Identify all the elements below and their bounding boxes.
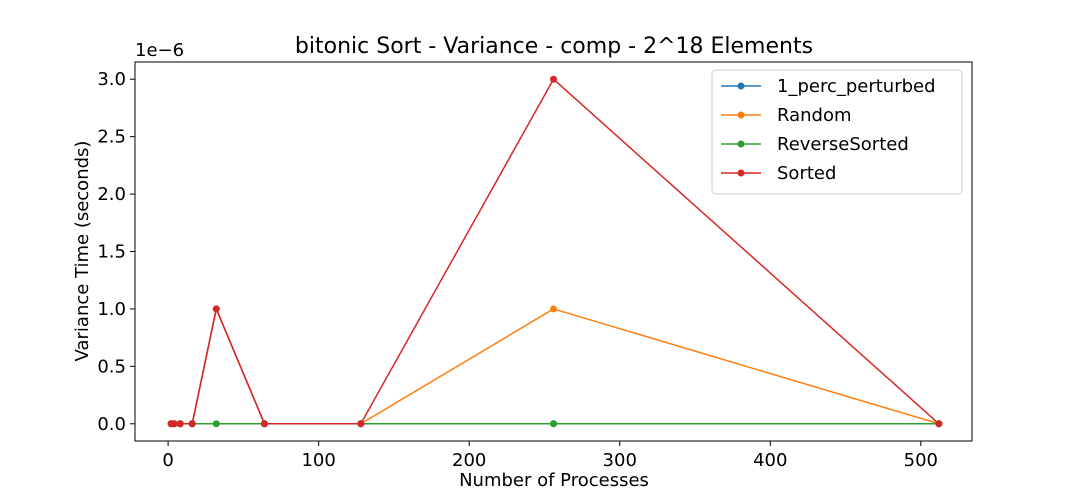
data-point-3-3: [188, 420, 196, 428]
x-tick-label: 0: [162, 450, 173, 471]
data-point-2-4: [212, 420, 220, 428]
x-tick-label: 500: [904, 450, 938, 471]
legend: 1_perc_perturbed Random ReverseSorted Sorte…: [711, 69, 963, 195]
data-point-2-7: [550, 420, 557, 428]
y-axis-offset-label: 1e−6: [135, 40, 184, 61]
x-axis-title: Number of Processes: [459, 470, 649, 491]
legend-marker: [737, 169, 745, 177]
y-axis-title: Variance Time (seconds): [72, 141, 93, 362]
legend-marker: [737, 111, 745, 119]
data-point-3-6: [357, 420, 365, 428]
legend-label: 1_perc_perturbed: [777, 76, 936, 97]
data-point-1-7: [550, 305, 557, 313]
y-tick-label: 2.0: [97, 184, 126, 205]
legend-marker: [737, 140, 745, 148]
y-tick-label: 0.5: [97, 356, 126, 377]
data-point-3-1: [170, 420, 178, 428]
x-tick-label: 200: [452, 450, 486, 471]
plot-area: 0 100 200 300 400 500 0.0 0.5 1.0 1.5 2.0 2.5 3.0: [97, 61, 973, 471]
data-point-3-4: [212, 305, 220, 313]
y-tick-label: 1.0: [97, 299, 126, 320]
legend-marker: [737, 82, 745, 90]
chart-title: bitonic Sort - Variance - comp - 2^18 El…: [295, 34, 813, 59]
y-tick-label: 2.5: [97, 127, 126, 148]
legend-label: Random: [777, 105, 852, 126]
y-tick-label: 1.5: [97, 242, 126, 263]
y-tick-label: 0.0: [97, 414, 126, 435]
x-tick-label: 300: [603, 450, 637, 471]
data-point-3-5: [260, 420, 268, 428]
legend-label: ReverseSorted: [777, 134, 909, 155]
y-tick-label: 3.0: [97, 69, 126, 90]
data-point-3-2: [176, 420, 184, 428]
data-point-3-7: [550, 75, 557, 83]
data-point-3-8: [935, 420, 943, 428]
legend-label: Sorted: [777, 163, 836, 184]
legend-box: [711, 69, 963, 195]
x-tick-label: 400: [753, 450, 787, 471]
x-tick-label: 100: [301, 450, 335, 471]
